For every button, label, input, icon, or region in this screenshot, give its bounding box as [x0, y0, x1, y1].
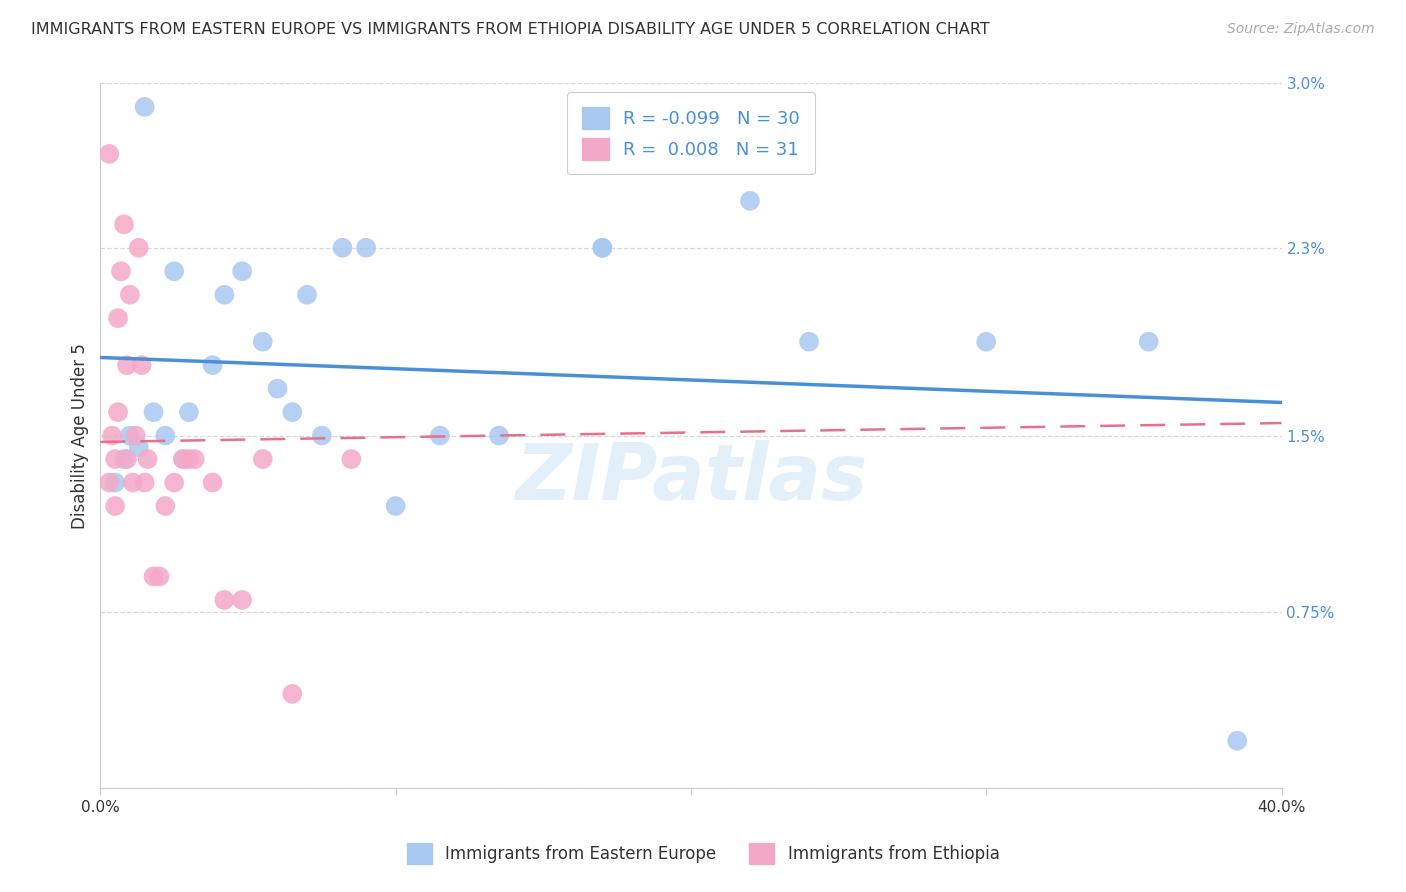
- Point: [384, 499, 406, 513]
- Point: [201, 475, 224, 490]
- Point: [121, 475, 143, 490]
- Point: [107, 405, 129, 419]
- Point: [252, 334, 274, 349]
- Point: [107, 311, 129, 326]
- Point: [354, 241, 377, 255]
- Point: [115, 452, 138, 467]
- Point: [177, 405, 200, 419]
- Point: [104, 452, 127, 467]
- Point: [172, 452, 194, 467]
- Point: [184, 452, 207, 467]
- Point: [488, 428, 510, 442]
- Point: [340, 452, 363, 467]
- Point: [974, 334, 997, 349]
- Point: [231, 593, 253, 607]
- Point: [252, 452, 274, 467]
- Point: [266, 382, 288, 396]
- Point: [738, 194, 761, 208]
- Point: [591, 241, 613, 255]
- Point: [214, 593, 236, 607]
- Point: [231, 264, 253, 278]
- Point: [101, 428, 124, 442]
- Point: [118, 287, 141, 301]
- Point: [98, 475, 121, 490]
- Point: [128, 440, 150, 454]
- Point: [110, 264, 132, 278]
- Point: [163, 264, 186, 278]
- Point: [332, 241, 354, 255]
- Y-axis label: Disability Age Under 5: Disability Age Under 5: [72, 343, 89, 529]
- Text: ZIPatlas: ZIPatlas: [515, 440, 868, 516]
- Point: [295, 287, 318, 301]
- Point: [131, 358, 153, 372]
- Point: [148, 569, 170, 583]
- Point: [177, 452, 200, 467]
- Point: [281, 687, 304, 701]
- Point: [1226, 733, 1249, 747]
- Point: [155, 428, 177, 442]
- Point: [142, 569, 165, 583]
- Point: [797, 334, 820, 349]
- Point: [128, 241, 150, 255]
- Legend: R = -0.099   N = 30, R =  0.008   N = 31: R = -0.099 N = 30, R = 0.008 N = 31: [568, 93, 814, 175]
- Text: Source: ZipAtlas.com: Source: ZipAtlas.com: [1227, 22, 1375, 37]
- Point: [134, 475, 156, 490]
- Point: [134, 100, 156, 114]
- Point: [98, 147, 121, 161]
- Point: [429, 428, 451, 442]
- Legend: Immigrants from Eastern Europe, Immigrants from Ethiopia: Immigrants from Eastern Europe, Immigran…: [399, 837, 1007, 871]
- Point: [118, 428, 141, 442]
- Point: [136, 452, 159, 467]
- Point: [591, 241, 613, 255]
- Point: [163, 475, 186, 490]
- Point: [201, 358, 224, 372]
- Point: [112, 217, 135, 231]
- Text: IMMIGRANTS FROM EASTERN EUROPE VS IMMIGRANTS FROM ETHIOPIA DISABILITY AGE UNDER : IMMIGRANTS FROM EASTERN EUROPE VS IMMIGR…: [31, 22, 990, 37]
- Point: [311, 428, 333, 442]
- Point: [104, 475, 127, 490]
- Point: [115, 358, 138, 372]
- Point: [104, 499, 127, 513]
- Point: [214, 287, 236, 301]
- Point: [172, 452, 194, 467]
- Point: [142, 405, 165, 419]
- Point: [125, 428, 148, 442]
- Point: [281, 405, 304, 419]
- Point: [155, 499, 177, 513]
- Point: [112, 452, 135, 467]
- Point: [1137, 334, 1160, 349]
